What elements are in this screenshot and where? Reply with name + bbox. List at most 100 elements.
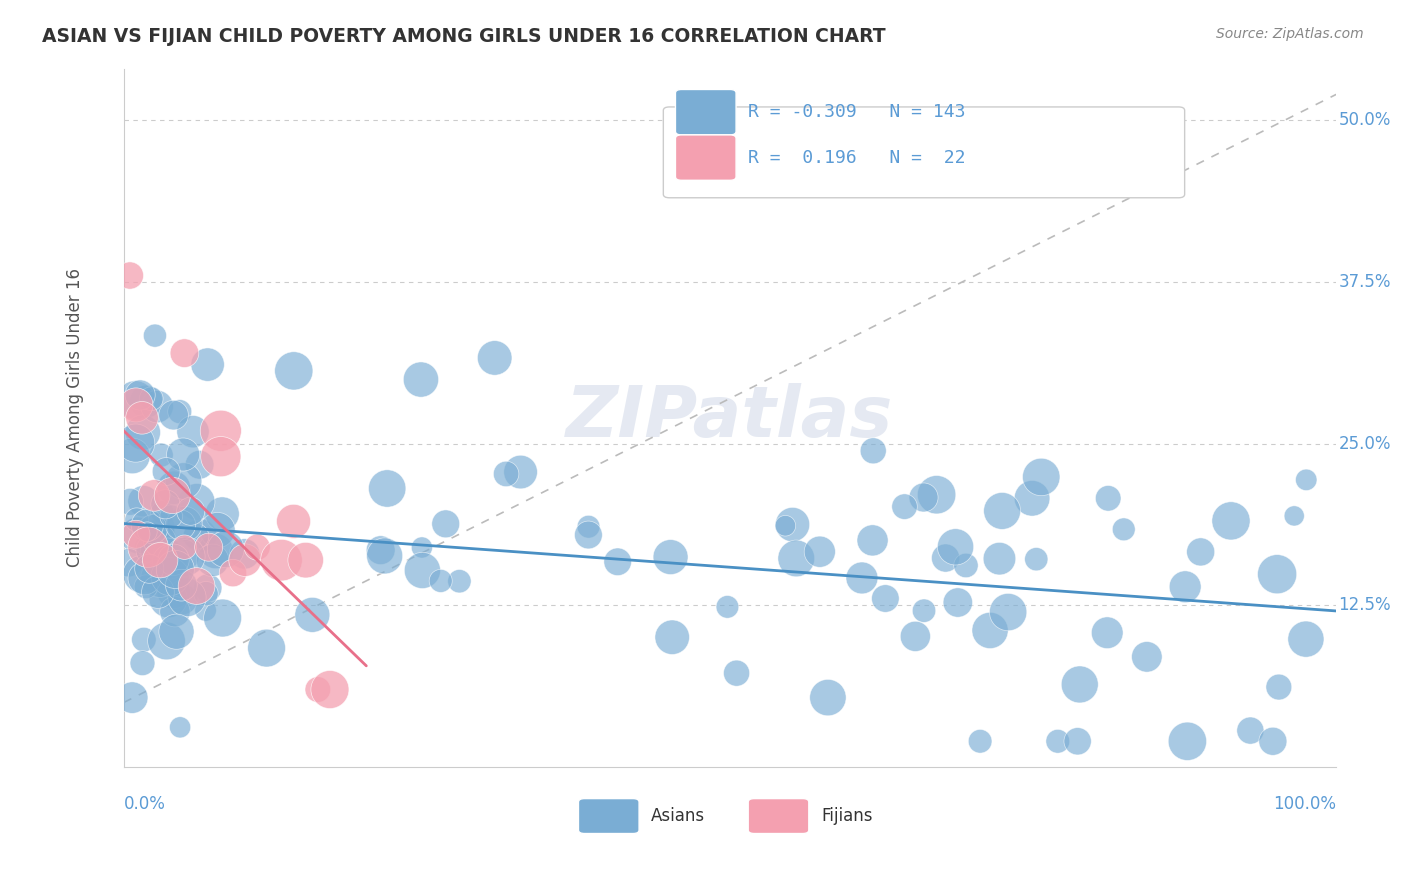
Text: Source: ZipAtlas.com: Source: ZipAtlas.com [1216, 27, 1364, 41]
Point [207, 523, 229, 537]
Text: 37.5%: 37.5% [1339, 273, 1391, 291]
Point [149, 533, 172, 548]
Point [146, 400, 169, 414]
Point [169, 518, 191, 533]
Point [912, 604, 935, 618]
Point [1025, 552, 1047, 566]
Point [912, 491, 935, 505]
Point [159, 555, 181, 569]
Point [139, 543, 162, 558]
Point [118, 268, 141, 283]
Text: 0.0%: 0.0% [124, 795, 166, 814]
Point [125, 513, 148, 527]
Point [149, 553, 172, 567]
Point [1189, 545, 1212, 559]
Point [163, 585, 186, 599]
Point [136, 524, 159, 539]
Point [125, 398, 148, 412]
Point [166, 624, 188, 639]
Point [136, 518, 159, 533]
Point [1282, 508, 1305, 523]
Point [138, 541, 160, 555]
Point [173, 540, 195, 554]
Point [434, 516, 457, 531]
Point [124, 393, 146, 408]
Point [283, 514, 305, 528]
Point [186, 579, 208, 593]
Text: Fijians: Fijians [821, 807, 873, 825]
Point [160, 509, 183, 524]
Point [1220, 514, 1243, 528]
Point [209, 450, 232, 464]
Point [129, 388, 152, 402]
Point [1066, 734, 1088, 748]
Point [997, 605, 1019, 619]
Point [181, 425, 204, 439]
Point [1265, 567, 1288, 582]
Point [131, 656, 153, 670]
Point [233, 553, 256, 567]
Point [132, 632, 155, 647]
Point [149, 520, 172, 534]
Point [188, 458, 211, 472]
Point [1239, 723, 1261, 738]
Point [169, 404, 191, 418]
Point [1097, 491, 1119, 506]
Point [1031, 470, 1053, 484]
Point [125, 527, 148, 541]
Point [172, 448, 194, 462]
Point [851, 571, 873, 585]
Point [186, 495, 208, 509]
Point [1177, 734, 1199, 748]
Point [659, 550, 682, 565]
Point [131, 567, 153, 582]
Point [606, 555, 628, 569]
Point [1046, 734, 1069, 748]
Point [411, 564, 433, 578]
Point [1295, 473, 1317, 487]
Point [215, 542, 238, 557]
Text: ASIAN VS FIJIAN CHILD POVERTY AMONG GIRLS UNDER 16 CORRELATION CHART: ASIAN VS FIJIAN CHILD POVERTY AMONG GIRL… [42, 27, 886, 45]
Point [180, 504, 202, 518]
Point [163, 481, 186, 495]
Text: 50.0%: 50.0% [1339, 112, 1391, 129]
Point [148, 527, 170, 541]
Point [1261, 734, 1284, 748]
Text: ZIPatlas: ZIPatlas [567, 384, 894, 452]
Point [969, 734, 991, 748]
Point [256, 641, 278, 656]
Point [134, 571, 156, 585]
Point [135, 580, 157, 594]
Point [495, 467, 517, 481]
Point [211, 611, 233, 625]
Point [162, 488, 184, 502]
Point [150, 505, 173, 519]
Point [157, 591, 180, 606]
Point [509, 465, 531, 479]
Point [184, 529, 207, 543]
FancyBboxPatch shape [664, 107, 1185, 198]
Point [449, 574, 471, 589]
Text: R = -0.309   N = 143: R = -0.309 N = 143 [748, 103, 966, 120]
Point [578, 528, 600, 542]
Point [162, 553, 184, 567]
Point [925, 488, 948, 502]
Point [775, 518, 797, 533]
FancyBboxPatch shape [748, 798, 808, 833]
Point [173, 517, 195, 532]
Point [155, 497, 177, 511]
Point [162, 408, 184, 422]
Point [1268, 680, 1291, 694]
Point [1174, 580, 1197, 594]
Text: 100.0%: 100.0% [1274, 795, 1336, 814]
Point [165, 562, 187, 576]
Point [155, 634, 177, 648]
Point [121, 449, 143, 463]
Point [211, 507, 233, 521]
Point [904, 629, 927, 643]
Point [143, 488, 166, 502]
Point [141, 392, 163, 406]
Point [862, 533, 884, 548]
Point [991, 504, 1014, 518]
Point [374, 549, 396, 563]
